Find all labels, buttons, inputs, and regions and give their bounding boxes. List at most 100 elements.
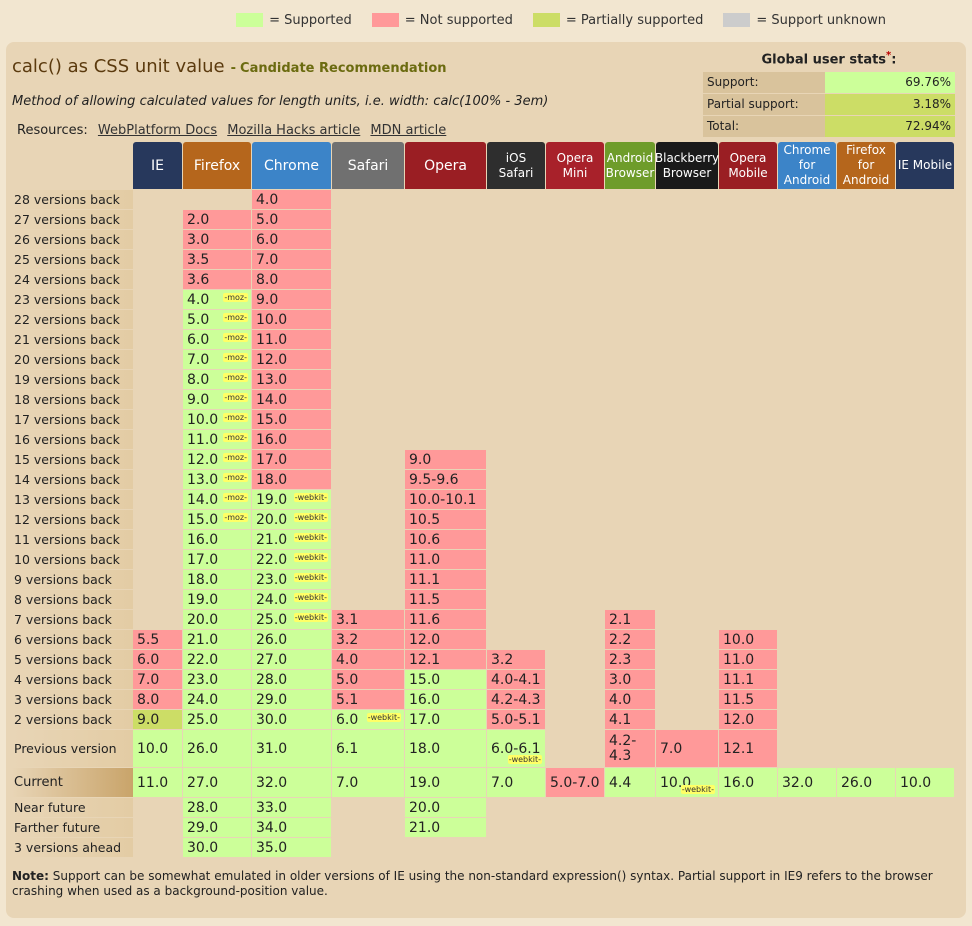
support-cell: 28.0 <box>183 798 251 817</box>
resource-link-webplatform[interactable]: WebPlatform Docs <box>97 123 218 138</box>
support-cell: 12.1 <box>405 650 486 669</box>
browser-header-firefox-for-android: Firefox for Android <box>837 142 895 189</box>
version-value: 10.0 <box>137 740 169 757</box>
version-value: 8.0 <box>256 271 279 288</box>
version-value: 24.0 <box>256 591 288 608</box>
version-value: 10.0 <box>723 631 755 648</box>
support-cell: 10.0 -webkit- <box>656 768 718 797</box>
global-user-stats: Global user stats*: Support: 69.76% Partia… <box>703 50 955 138</box>
browser-name: Opera Mini <box>556 150 594 180</box>
legend-label: = Supported <box>269 12 352 28</box>
support-cell: 4.2-4.3 <box>605 730 655 767</box>
row-label: 26 versions back <box>12 230 133 249</box>
row-label: 18 versions back <box>12 390 133 409</box>
support-cell: 10.0-10.1 <box>405 490 486 509</box>
row-label: 8 versions back <box>12 590 133 609</box>
support-cell: 5.1 <box>332 690 404 709</box>
browser-header-chrome: Chrome <box>252 142 331 189</box>
browser-name: Chrome for Android <box>783 143 831 187</box>
version-value: 4.2-4.3 <box>491 691 541 708</box>
support-cell: 20.0 <box>405 798 486 817</box>
stats-value: 3.18% <box>825 94 955 116</box>
browser-name: Blackberry Browser <box>654 150 720 180</box>
support-cell: 11.0 -moz- <box>183 430 251 449</box>
resource-link-mozilla-hacks[interactable]: Mozilla Hacks article <box>227 123 361 138</box>
row-label: 3 versions back <box>12 690 133 709</box>
legend-swatch <box>371 13 399 27</box>
stats-label: Total: <box>703 116 825 138</box>
support-cell: 17.0 <box>405 710 486 729</box>
support-cell: 7.0 <box>487 768 545 797</box>
row-label: 25 versions back <box>12 250 133 269</box>
legend-item: = Supported <box>236 13 352 28</box>
row-label: Farther future <box>12 818 133 837</box>
vendor-prefix-badge: -moz- <box>223 513 248 522</box>
version-value: 9.0 <box>256 291 279 308</box>
vendor-prefix-badge: -moz- <box>223 313 248 322</box>
support-cell: 2.1 <box>605 610 655 629</box>
version-value: 7.0 <box>256 251 279 268</box>
version-value: 4.0-4.1 <box>491 671 541 688</box>
version-value: 11.0 <box>187 431 219 448</box>
version-value: 3.0 <box>187 231 210 248</box>
version-value: 32.0 <box>782 774 814 791</box>
version-value: 2.3 <box>609 651 632 668</box>
row-label: 15 versions back <box>12 450 133 469</box>
version-value: 12.1 <box>409 651 441 668</box>
version-value: 3.5 <box>187 251 210 268</box>
version-value: 7.0 <box>491 774 514 791</box>
row-label: 28 versions back <box>12 190 133 209</box>
resource-link-mdn[interactable]: MDN article <box>370 123 447 138</box>
version-value: 12.0 <box>409 631 441 648</box>
support-cell: 15.0 <box>405 670 486 689</box>
support-cell: 12.1 <box>719 730 777 767</box>
version-value: 3.2 <box>491 651 514 668</box>
version-value: 2.2 <box>609 631 632 648</box>
browser-name: iOS Safari <box>498 150 534 180</box>
version-value: 10.0 <box>187 411 219 428</box>
support-cell: 30.0 <box>252 710 331 729</box>
row-label: 24 versions back <box>12 270 133 289</box>
version-value: 10.0 <box>900 774 932 791</box>
version-value: 23.0 <box>256 571 288 588</box>
row-label: 5 versions back <box>12 650 133 669</box>
support-cell: 3.2 <box>487 650 545 669</box>
vendor-prefix-badge: -webkit- <box>293 573 328 582</box>
version-value: 7.0 <box>187 351 210 368</box>
version-value: 20.0 <box>256 511 288 528</box>
support-cell: 6.0-6.1 -webkit- <box>487 730 545 767</box>
version-value: 3.1 <box>336 611 359 628</box>
version-value: 4.1 <box>609 711 632 728</box>
version-value: 30.0 <box>256 711 288 728</box>
support-cell: 9.0 <box>405 450 486 469</box>
version-value: 28.0 <box>187 799 219 816</box>
version-value: 17.0 <box>256 451 288 468</box>
support-cell: 10.0 <box>252 310 331 329</box>
version-value: 21.0 <box>256 531 288 548</box>
row-label: 27 versions back <box>12 210 133 229</box>
support-cell: 2.0 <box>183 210 251 229</box>
legend-label: = Partially supported <box>565 12 704 28</box>
support-cell: 2.2 <box>605 630 655 649</box>
support-cell: 30.0 <box>183 838 251 857</box>
version-value: 3.2 <box>336 631 359 648</box>
legend-item: = Not supported <box>371 13 513 28</box>
browser-name: Android Browser <box>605 150 655 180</box>
version-value: 26.0 <box>187 740 219 757</box>
version-value: 17.0 <box>187 551 219 568</box>
support-cell: 6.1 <box>332 730 404 767</box>
vendor-prefix-badge: -webkit- <box>507 755 542 764</box>
row-label: 16 versions back <box>12 430 133 449</box>
support-cell: 14.0 -moz- <box>183 490 251 509</box>
support-cell: 7.0 <box>252 250 331 269</box>
version-value: 25.0 <box>256 611 288 628</box>
browser-name: Chrome <box>264 157 319 174</box>
vendor-prefix-badge: -moz- <box>223 393 248 402</box>
version-value: 34.0 <box>256 819 288 836</box>
support-cell: 28.0 <box>252 670 331 689</box>
support-cell: 12.0 <box>719 710 777 729</box>
version-value: 21.0 <box>409 819 441 836</box>
row-label: 4 versions back <box>12 670 133 689</box>
version-value: 11.5 <box>723 691 755 708</box>
support-cell: 14.0 <box>252 390 331 409</box>
